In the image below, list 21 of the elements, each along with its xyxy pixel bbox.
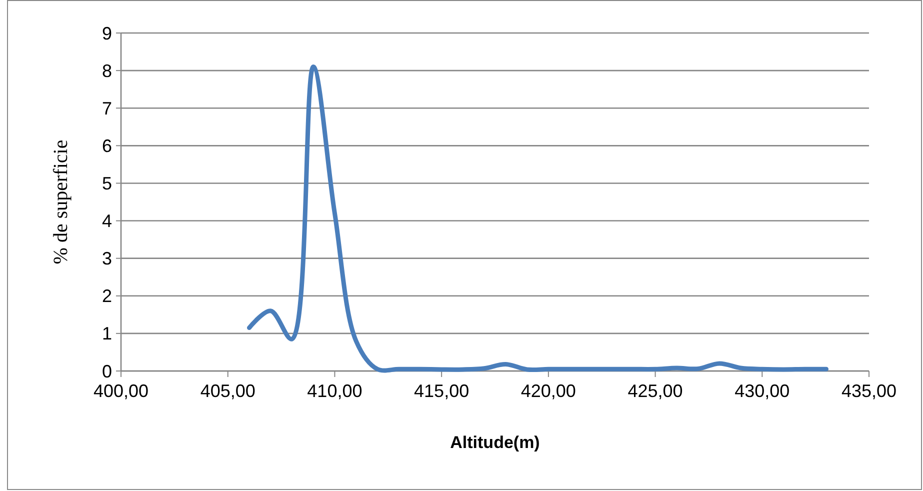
x-tick-label: 420,00 [520, 381, 576, 401]
y-tick-label: 8 [102, 60, 112, 81]
x-tick-label: 415,00 [414, 381, 470, 401]
x-tick-label: 410,00 [307, 381, 362, 401]
y-tick-label: 9 [102, 23, 112, 44]
y-tick-label: 1 [102, 324, 112, 344]
y-tick-label: 5 [102, 174, 112, 194]
y-tick-label: 7 [102, 98, 112, 118]
x-axis-title: Altitude(m) [450, 433, 540, 452]
y-tick-label: 4 [102, 211, 112, 232]
y-axis-title: % de superficie [50, 140, 72, 264]
line-series [246, 64, 829, 373]
x-tick-label: 435,00 [841, 381, 897, 401]
y-tick-label: 6 [102, 136, 112, 156]
x-tick-label: 400,00 [93, 381, 149, 401]
y-tick-label: 2 [102, 286, 112, 306]
x-tick-label: 425,00 [628, 381, 683, 401]
y-tick-label: 3 [102, 248, 112, 269]
x-tick-label: 405,00 [200, 381, 256, 401]
x-tick-label: 430,00 [734, 381, 790, 401]
y-tick-label: 0 [102, 361, 112, 382]
